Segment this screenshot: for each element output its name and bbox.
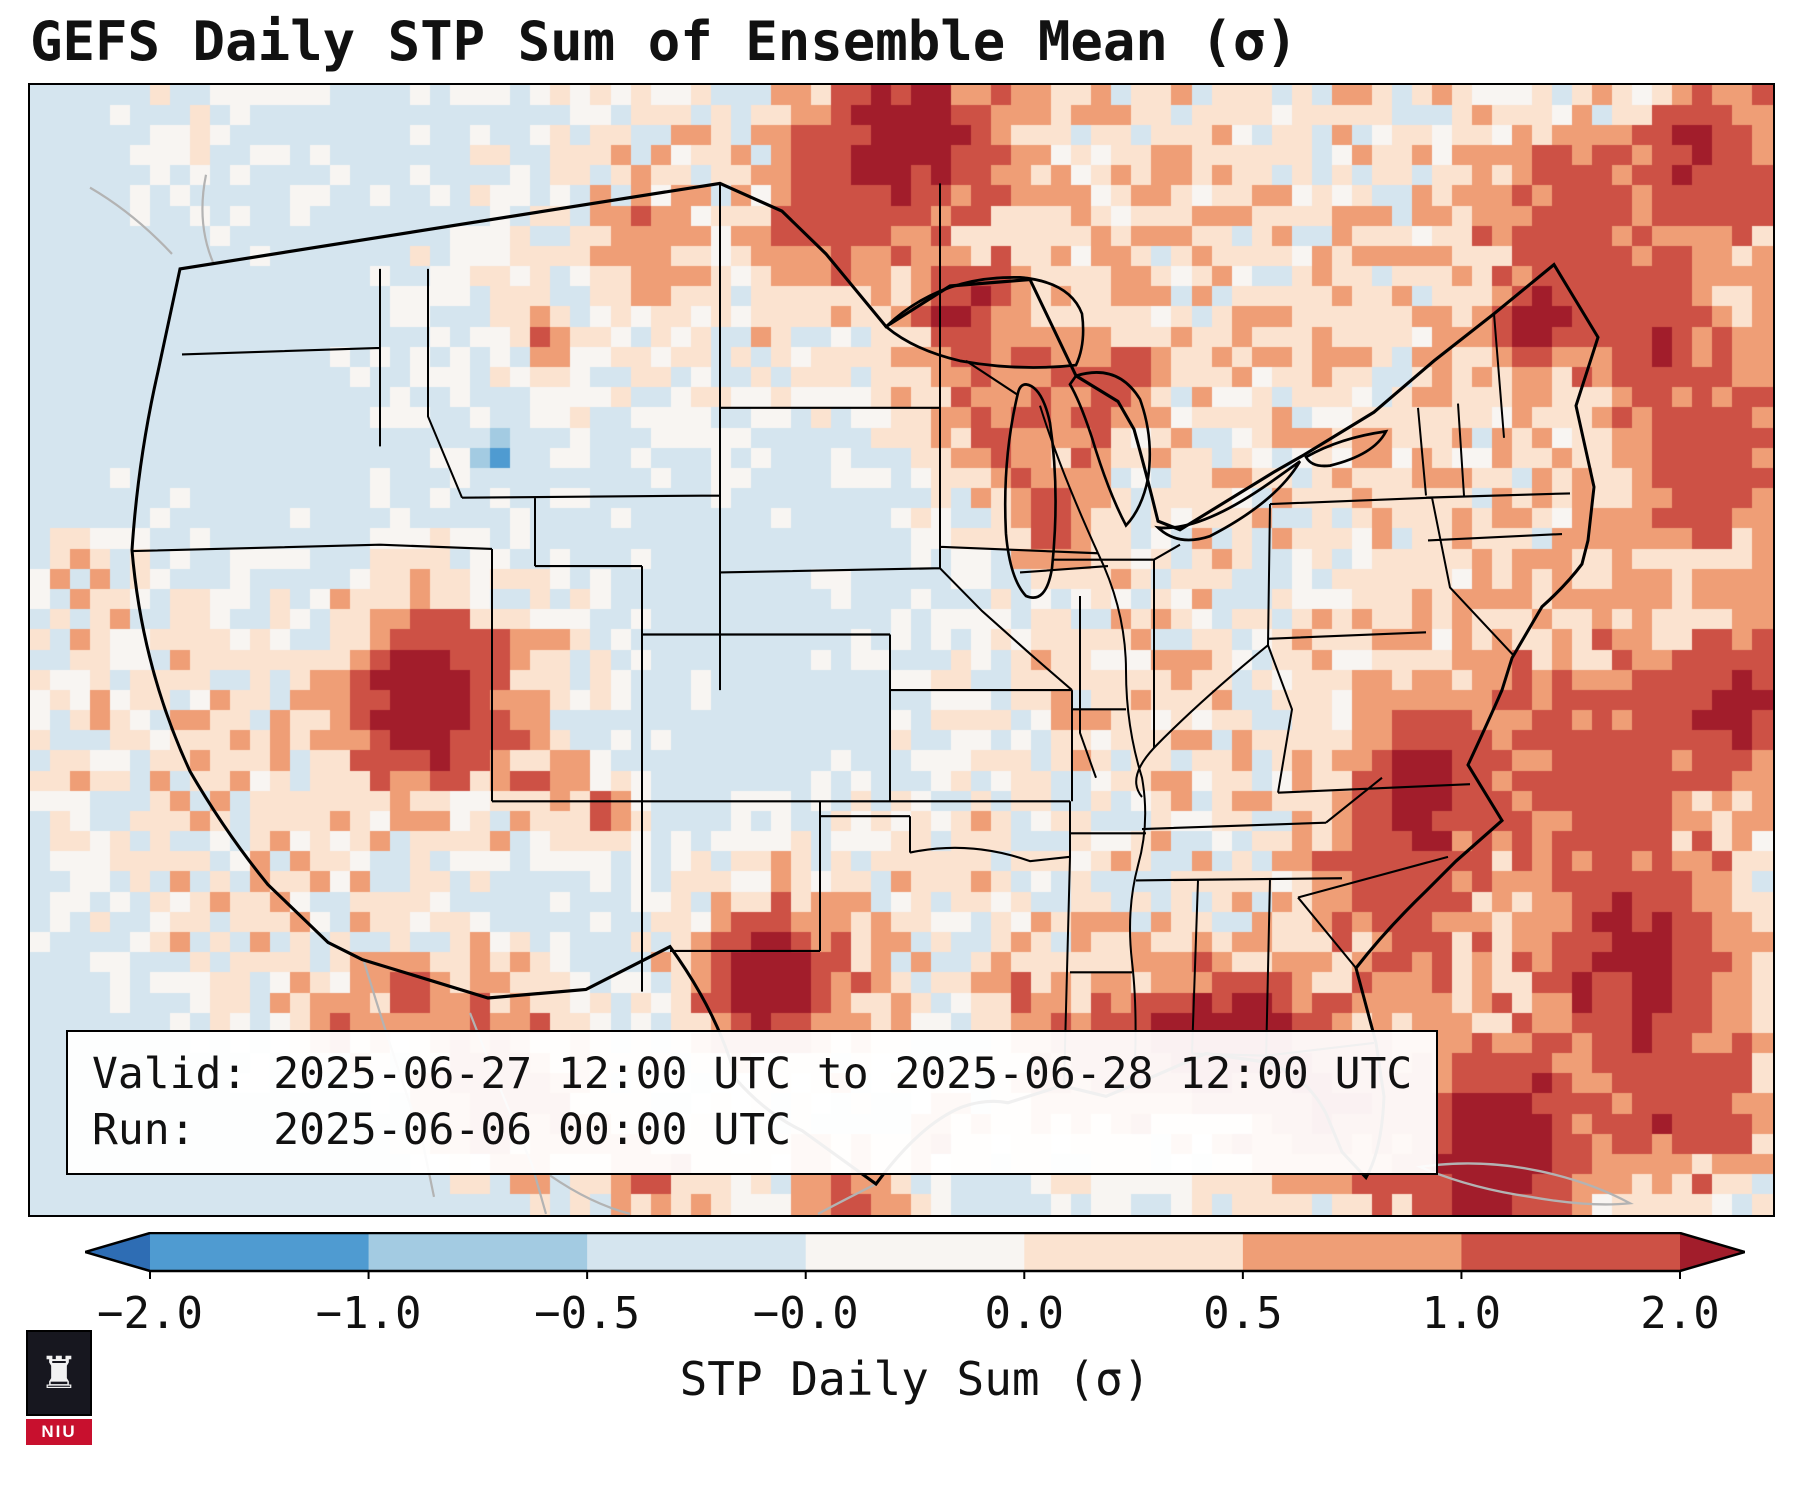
colorbar-segment [1461, 1233, 1681, 1271]
colorbar [80, 1231, 1750, 1280]
great-lakes [883, 276, 1389, 599]
castle-icon: ♜ [26, 1330, 92, 1416]
colorbar-segment [587, 1233, 807, 1271]
colorbar-segment [1024, 1233, 1244, 1271]
colorbar-segment [1680, 1233, 1745, 1271]
colorbar-bar [80, 1231, 1750, 1279]
colorbar-label: STP Daily Sum (σ) [679, 1352, 1151, 1406]
run-line: Run: 2025-06-06 00:00 UTC [92, 1105, 791, 1156]
niu-logo: ♜ NIU [26, 1330, 92, 1445]
colorbar-segment [368, 1233, 588, 1271]
colorbar-tick-label: −1.0 [315, 1288, 422, 1339]
colorbar-tick-label: −2.0 [97, 1288, 203, 1339]
colorbar-segment [1242, 1233, 1462, 1271]
niu-logo-text: NIU [26, 1419, 92, 1445]
chart-title: GEFS Daily STP Sum of Ensemble Mean (σ) [30, 10, 1298, 73]
map-axes: Valid: 2025-06-27 12:00 UTC to 2025-06-2… [28, 83, 1775, 1217]
state-borders [131, 183, 1571, 1086]
colorbar-segment [85, 1233, 150, 1271]
colorbar-tick-label: −0.5 [534, 1288, 641, 1339]
valid-line: Valid: 2025-06-27 12:00 UTC to 2025-06-2… [92, 1048, 1413, 1099]
colorbar-tick-label: 1.0 [1421, 1288, 1502, 1339]
colorbar-segment [805, 1233, 1025, 1271]
colorbar-tick-label: 2.0 [1640, 1288, 1720, 1339]
colorbar-tick-labels: −2.0 −1.0 −0.5 −0.0 0.0 0.5 1.0 2.0 [85, 1288, 1745, 1340]
colorbar-tick-label: −0.0 [752, 1288, 859, 1339]
valid-run-info-box: Valid: 2025-06-27 12:00 UTC to 2025-06-2… [66, 1029, 1439, 1175]
colorbar-tick-label: 0.5 [1203, 1288, 1283, 1339]
stp-heatmap [30, 85, 1773, 1215]
colorbar-segment [150, 1233, 370, 1271]
colorbar-tick-label: 0.0 [984, 1288, 1065, 1339]
